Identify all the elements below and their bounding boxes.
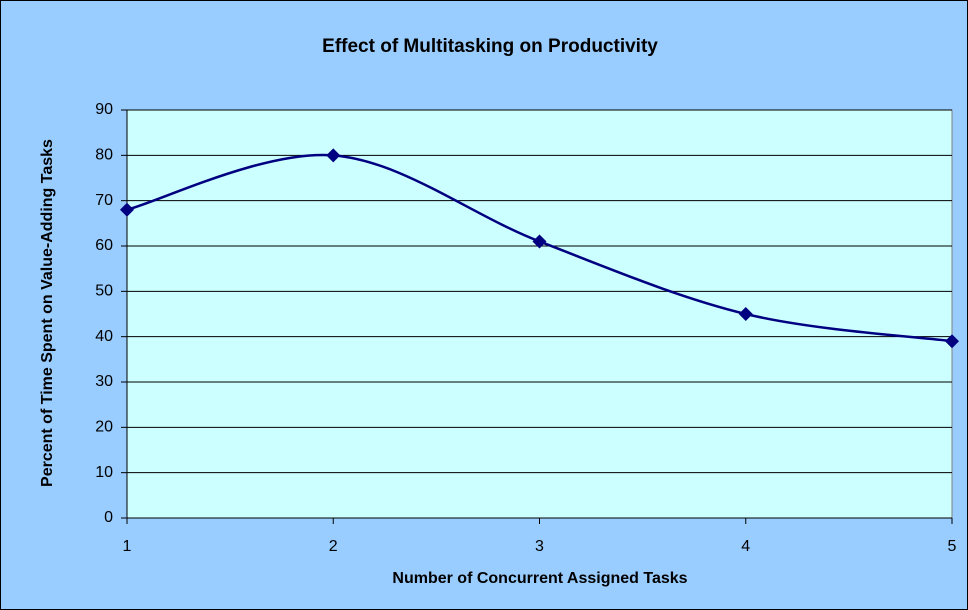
y-tick-label: 60 [95, 237, 113, 254]
marker [120, 202, 134, 217]
y-tick-label: 50 [95, 283, 113, 300]
y-tick-label: 10 [95, 464, 113, 481]
y-tick-label: 30 [95, 373, 113, 390]
y-axis-label: Percent of Time Spent on Value-Adding Ta… [39, 139, 56, 487]
y-tick-label: 20 [95, 419, 113, 436]
y-tick-label: 90 [95, 101, 113, 118]
y-tick-label: 80 [95, 147, 113, 164]
marker [738, 307, 753, 321]
y-tick-label: 0 [104, 509, 113, 526]
x-tick-label: 3 [535, 538, 544, 555]
y-tick-label: 70 [95, 192, 113, 209]
x-tick-label: 2 [329, 538, 338, 555]
marker [945, 334, 959, 349]
chart-title: Effect of Multitasking on Productivity [322, 36, 658, 57]
x-tick-label: 4 [741, 538, 750, 555]
marker [326, 148, 341, 163]
x-tick-label: 1 [123, 538, 132, 555]
x-axis-label: Number of Concurrent Assigned Tasks [392, 570, 687, 587]
y-tick-label: 40 [95, 328, 113, 345]
plot-area [126, 109, 953, 519]
marker [532, 234, 547, 249]
x-tick-label: 5 [948, 538, 957, 555]
